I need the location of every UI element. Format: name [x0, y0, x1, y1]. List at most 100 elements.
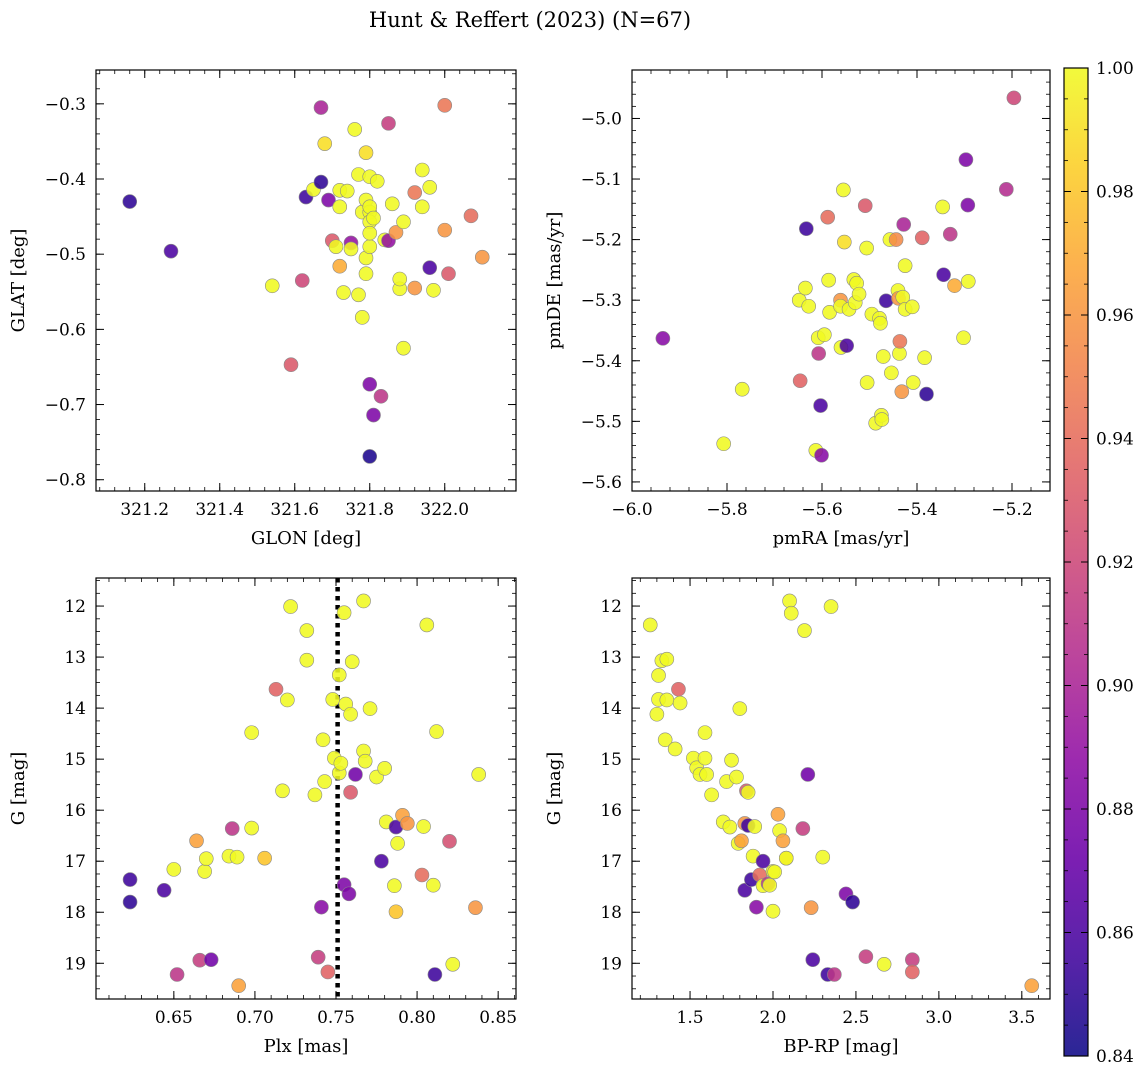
data-point [919, 386, 934, 402]
x-tick-label: 321.4 [195, 500, 244, 520]
x-tick-label: 0.75 [317, 1008, 355, 1028]
data-point [799, 221, 814, 237]
data-point [407, 185, 423, 200]
data-point [407, 280, 423, 296]
data-point [960, 197, 976, 213]
data-point [358, 145, 374, 160]
data-point [859, 240, 874, 256]
x-tick-label: −5.4 [896, 500, 937, 520]
data-point [257, 850, 272, 866]
y-tick-label: −5.6 [581, 473, 622, 493]
data-point [875, 349, 891, 364]
data-point [357, 753, 373, 769]
data-point [905, 375, 921, 390]
data-point [724, 752, 739, 768]
x-tick-label: −5.6 [801, 500, 842, 520]
data-point [310, 949, 326, 965]
y-tick-label: 19 [600, 954, 622, 974]
data-point [667, 741, 683, 757]
data-point [283, 599, 298, 614]
data-point [896, 217, 912, 232]
data-point [651, 668, 666, 683]
colorbar: 0.84 0.86 0.88 0.90 0.92 0.94 0.96 0.98 1.00 [1063, 59, 1134, 1067]
panel-parallax-magnitude: 0.65 0.70 0.75 0.80 0.85 12 13 14 15 16 17 18 19 Plx … [8, 577, 517, 1057]
data-point [320, 964, 336, 980]
y-tick-label: −0.8 [45, 471, 86, 491]
data-point [699, 767, 714, 782]
x-tick-label: 2.0 [759, 1008, 786, 1028]
x-tick-label: 0.70 [236, 1008, 274, 1028]
y-tick-label: 14 [600, 699, 622, 719]
y-tick-label: 16 [600, 801, 622, 821]
data-point [783, 605, 799, 621]
data-point [325, 692, 341, 707]
data-point [820, 209, 836, 225]
data-point [336, 285, 351, 300]
data-point [732, 701, 748, 716]
data-point [892, 334, 908, 349]
data-point [956, 330, 971, 346]
data-point [823, 599, 839, 614]
data-point [878, 293, 894, 309]
data-point [798, 280, 813, 296]
data-point [348, 767, 363, 782]
data-point [366, 210, 381, 226]
data-point [122, 894, 138, 910]
data-point [734, 833, 749, 849]
data-point [332, 199, 348, 215]
data-point [362, 225, 378, 241]
y-tick-label: 17 [64, 852, 86, 872]
data-point [229, 849, 245, 865]
data-point [294, 273, 310, 288]
data-point [416, 819, 431, 834]
data-point [805, 952, 821, 968]
data-point [321, 192, 336, 208]
data-point [649, 706, 665, 722]
plot-frame [631, 577, 1051, 1000]
data-point [936, 267, 951, 283]
data-point [392, 271, 408, 287]
y-tick-label: 13 [600, 648, 622, 668]
data-point [414, 199, 430, 215]
data-point [414, 162, 430, 178]
data-point [858, 949, 874, 964]
data-point [1006, 90, 1022, 106]
data-point [425, 877, 441, 893]
y-tick-label: 15 [600, 750, 622, 770]
data-point [734, 381, 750, 397]
x-tick-label: 2.5 [842, 1008, 869, 1028]
x-axis-label: pmRA [mas/yr] [773, 528, 910, 549]
data-point [876, 956, 892, 972]
data-point [888, 232, 904, 247]
colorbar-tick-label: 0.94 [1096, 430, 1134, 450]
panel-proper-motion: −6.0 −5.8 −5.6 −5.4 −5.2 −5.0 −5.1 −5.2 −5.3 −5.4… [544, 69, 1051, 549]
data-point [894, 384, 910, 399]
y-tick-label: 14 [64, 699, 86, 719]
data-point [197, 864, 212, 879]
y-axis-label: G [mag] [544, 752, 565, 825]
data-point [362, 449, 378, 464]
data-point [336, 605, 352, 621]
plot-frame [95, 69, 517, 492]
data-point [942, 226, 958, 242]
data-point [203, 952, 219, 968]
data-point [775, 833, 791, 849]
data-point [307, 787, 323, 803]
data-point [122, 872, 138, 887]
data-point [642, 617, 658, 633]
data-point [845, 894, 860, 910]
x-tick-label: 321.6 [270, 500, 319, 520]
data-point [905, 952, 920, 968]
data-point [817, 327, 832, 343]
y-tick-label: 17 [600, 852, 622, 872]
data-point [366, 407, 381, 423]
data-point [362, 376, 378, 392]
data-point [422, 260, 438, 276]
colorbar-tick-label: 0.98 [1096, 183, 1134, 203]
data-point [874, 412, 890, 427]
y-tick-label: 13 [64, 648, 86, 668]
data-point [231, 978, 247, 994]
data-point [441, 266, 456, 282]
x-tick-label: 1.5 [677, 1008, 704, 1028]
